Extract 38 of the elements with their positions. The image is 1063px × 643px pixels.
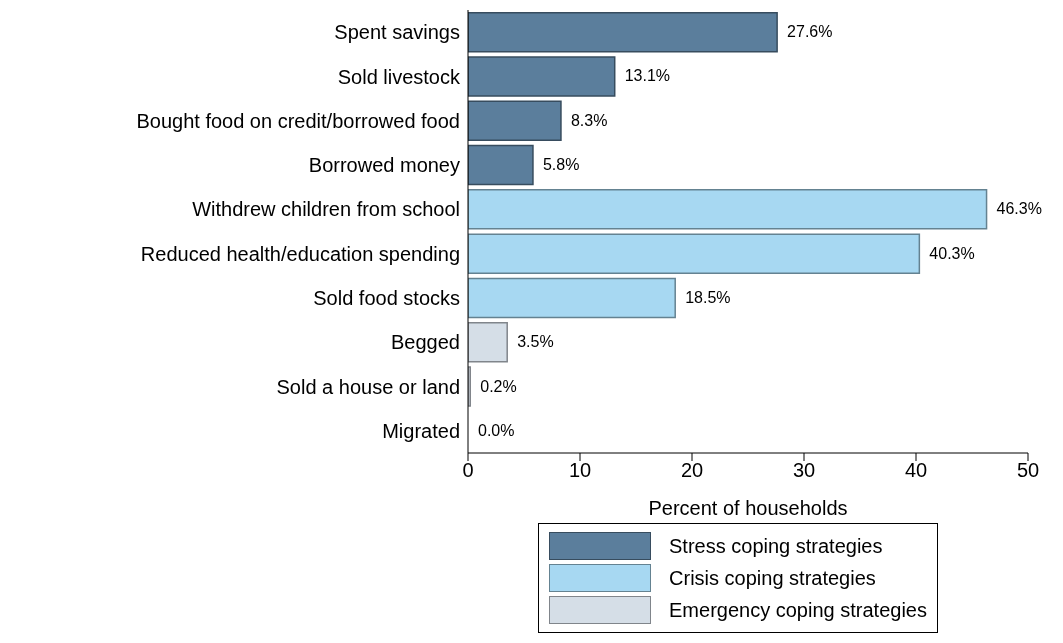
- y-tick-label: Withdrew children from school: [192, 198, 460, 221]
- x-tick-label: 20: [680, 459, 704, 482]
- data-label: 18.5%: [685, 288, 731, 306]
- data-label: 8.3%: [570, 111, 608, 129]
- x-tick-label: 10: [568, 459, 592, 482]
- y-tick-label: Borrowed money: [308, 154, 460, 177]
- x-axis-title: Percent of households: [648, 497, 848, 519]
- bar: [468, 322, 508, 363]
- bar: [468, 277, 676, 319]
- y-tick-label: Sold food stocks: [313, 287, 460, 310]
- bar: [468, 11, 778, 53]
- data-label: 13.1%: [624, 67, 671, 85]
- x-tick-label: 0: [462, 459, 474, 482]
- text: Stress coping strategies: [669, 534, 883, 558]
- data-label: 27.6%: [787, 23, 833, 41]
- data-label: 0.0%: [478, 421, 515, 439]
- bar: [468, 233, 921, 274]
- text: Emergency coping strategies: [669, 598, 927, 622]
- x-tick-label: 50: [1016, 459, 1040, 482]
- x-tick-label: 30: [792, 459, 816, 482]
- y-tick-label: Reduced health/education spending: [140, 242, 460, 265]
- data-label: 40.3%: [929, 244, 975, 262]
- y-tick-label: Bought food on credit/borrowed food: [136, 109, 460, 132]
- bar: [468, 56, 616, 97]
- text: Crisis coping strategies: [669, 566, 876, 590]
- y-tick-label: Migrated: [382, 419, 460, 442]
- y-tick-label: Spent savings: [334, 21, 460, 44]
- bar: [468, 189, 988, 230]
- data-label: 46.3%: [996, 200, 1042, 218]
- y-tick-label: Begged: [391, 331, 460, 354]
- data-label: 3.5%: [517, 333, 554, 351]
- bar: [468, 144, 534, 186]
- data-label: 0.2%: [480, 377, 517, 395]
- y-tick-label: Sold a house or land: [276, 375, 460, 398]
- y-tick-label: Sold livestock: [337, 65, 461, 88]
- bar: [468, 100, 562, 142]
- x-tick-label: 40: [904, 459, 928, 482]
- data-label: 5.8%: [542, 156, 580, 174]
